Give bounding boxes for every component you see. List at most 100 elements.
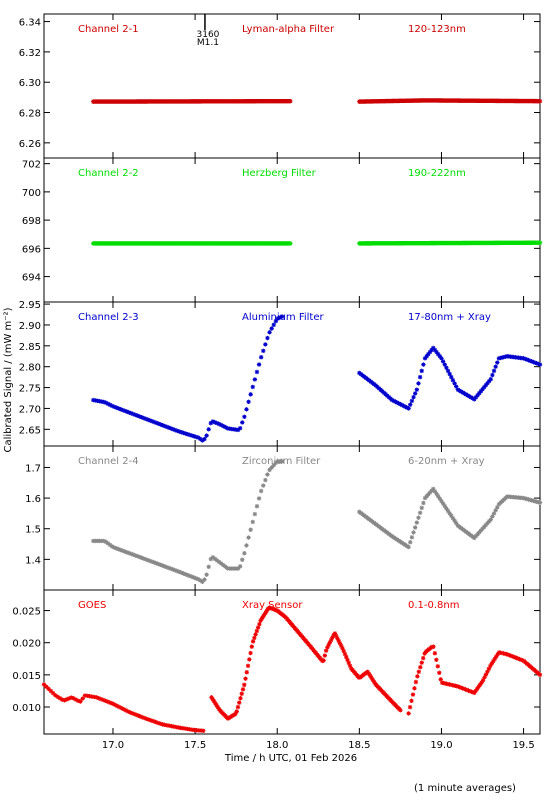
data-point	[248, 650, 253, 656]
data-point	[403, 404, 408, 409]
data-point	[323, 648, 329, 653]
data-point	[221, 423, 226, 429]
data-point	[422, 651, 427, 656]
data-point	[427, 490, 433, 495]
data-point	[151, 419, 157, 425]
data-point	[510, 654, 515, 659]
data-point	[179, 430, 184, 435]
data-point	[482, 675, 487, 680]
data-point	[492, 656, 497, 662]
data-point	[105, 699, 110, 704]
data-point	[342, 651, 348, 657]
data-point	[145, 417, 151, 422]
data-point	[399, 402, 405, 408]
data-point	[473, 533, 479, 539]
data-point	[260, 614, 266, 619]
data-point	[258, 488, 264, 494]
data-point	[389, 397, 395, 403]
data-point	[406, 711, 411, 716]
data-point	[411, 394, 416, 400]
data-point	[103, 400, 109, 405]
data-point	[393, 399, 398, 404]
series-points	[91, 459, 543, 584]
data-point	[78, 699, 83, 704]
data-point	[410, 692, 416, 697]
data-point	[208, 556, 213, 562]
data-point	[187, 432, 193, 438]
data-point	[130, 552, 136, 557]
data-point	[473, 395, 479, 400]
y-tick-label: 2.90	[19, 321, 41, 332]
data-point	[426, 351, 431, 357]
data-point	[156, 421, 161, 426]
panel-5: 0.010 0.015 0.020 0.025 GOES Xray Sensor 0.1-0…	[12, 589, 543, 735]
channel-label: Channel 2-1	[78, 24, 139, 35]
data-point	[141, 556, 146, 561]
data-point	[478, 389, 484, 394]
data-point	[170, 567, 176, 572]
data-point	[160, 563, 165, 568]
panel-2: 694 696 698 700 702 Channel 2-2 Herzberg Filte…	[22, 157, 543, 303]
data-point	[488, 517, 493, 522]
data-point	[158, 422, 163, 427]
data-point	[409, 535, 415, 540]
data-point	[118, 547, 123, 553]
data-point	[66, 696, 72, 701]
data-point	[133, 553, 138, 558]
data-point	[259, 616, 265, 621]
data-point	[94, 695, 99, 700]
data-point	[210, 419, 216, 424]
data-point	[201, 728, 206, 733]
data-point	[444, 365, 449, 370]
data-point	[431, 644, 436, 649]
y-tick-label: 0.020	[12, 639, 41, 650]
data-point	[449, 513, 454, 519]
series-points	[91, 98, 543, 104]
data-point	[101, 538, 106, 544]
data-point	[454, 521, 459, 526]
data-point	[128, 411, 134, 416]
data-point	[246, 535, 251, 540]
data-point	[489, 661, 495, 666]
data-point	[536, 361, 541, 367]
band-label: 6-20nm + Xray	[408, 456, 485, 467]
data-point	[470, 690, 476, 695]
data-point	[412, 686, 417, 691]
data-point	[431, 486, 436, 492]
data-point	[537, 500, 543, 505]
panel-frame	[43, 301, 541, 447]
data-point	[472, 397, 477, 402]
data-point	[478, 528, 484, 533]
data-point	[210, 555, 216, 560]
data-point	[252, 635, 257, 641]
data-point	[450, 516, 456, 521]
data-point	[189, 574, 195, 579]
data-point	[421, 362, 426, 367]
data-point	[198, 728, 204, 733]
data-point	[192, 727, 197, 733]
data-point	[240, 687, 246, 692]
data-point	[41, 682, 47, 687]
y-tick-label: 0.010	[12, 703, 41, 714]
data-point	[339, 643, 344, 649]
data-point	[252, 511, 258, 517]
data-point	[244, 543, 249, 548]
data-point	[333, 633, 339, 639]
data-point	[71, 696, 76, 701]
data-point	[118, 407, 123, 412]
data-point	[143, 557, 148, 562]
data-point	[240, 420, 245, 425]
data-point	[172, 568, 178, 573]
data-point	[60, 697, 65, 702]
y-tick-label: 1.4	[25, 555, 41, 566]
data-point	[415, 674, 420, 679]
data-point	[48, 688, 54, 694]
data-point	[212, 420, 218, 425]
data-point	[261, 348, 266, 354]
data-point	[109, 544, 115, 549]
data-point	[419, 368, 424, 374]
data-point	[233, 711, 238, 717]
channel-label: Channel 2-2	[78, 168, 139, 179]
data-point	[483, 383, 489, 388]
panel-1: 6.26 6.28 6.30 6.32 6.34 Channel 2-1 Lyman-alp…	[19, 13, 543, 159]
